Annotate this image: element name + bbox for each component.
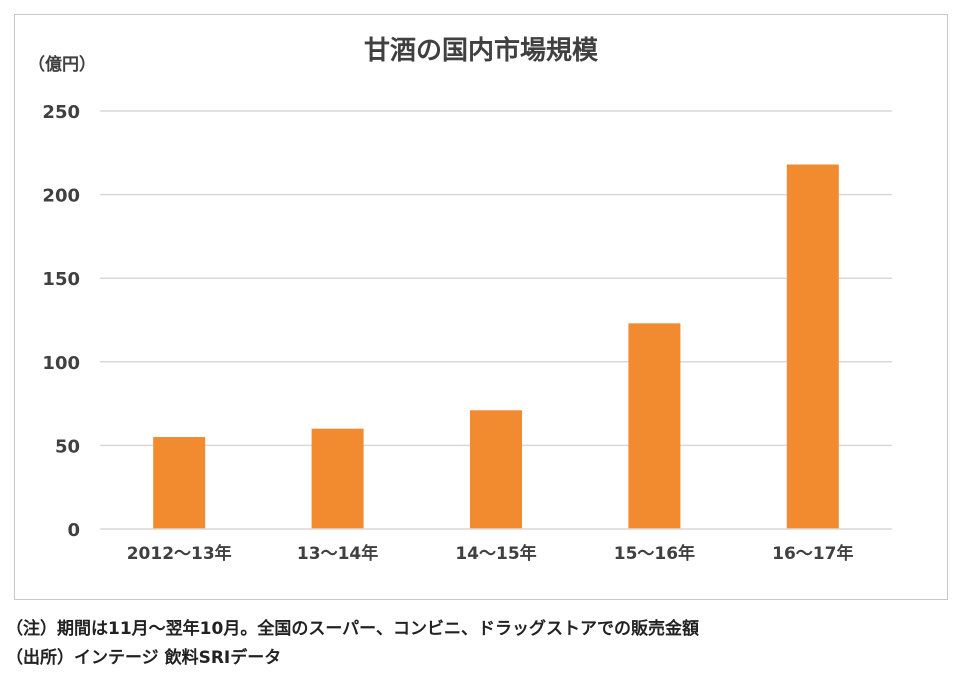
x-tick-label: 13～14年 — [297, 543, 378, 564]
bar — [628, 323, 681, 529]
y-axis-unit-label: （億円） — [28, 55, 96, 75]
bar — [153, 437, 206, 529]
y-tick-label: 150 — [42, 269, 80, 290]
y-tick-label: 100 — [42, 353, 80, 374]
bars — [153, 164, 839, 529]
x-tick-label: 16～17年 — [772, 543, 853, 564]
x-tick-label: 14～15年 — [455, 543, 536, 564]
x-tick-label: 15～16年 — [614, 543, 695, 564]
chart-title: 甘酒の国内市場規模 — [363, 36, 598, 66]
bar — [311, 428, 364, 529]
y-tick-label: 200 — [42, 186, 80, 207]
y-tick-label: 250 — [42, 102, 80, 123]
x-tick-label: 2012～13年 — [127, 543, 232, 564]
y-tick-label: 50 — [55, 436, 80, 457]
x-axis-ticks: 2012～13年 13～14年 14～15年 15～16年 16～17年 — [127, 543, 854, 564]
gridlines — [100, 110, 892, 447]
footnote-source: （出所）インテージ 飲料SRIデータ — [6, 648, 282, 668]
bar — [470, 410, 522, 529]
y-tick-label: 0 — [67, 520, 80, 541]
bar — [786, 164, 839, 529]
y-axis-ticks: 0 50 100 150 200 250 — [42, 102, 80, 541]
footnote-period: （注）期間は11月～翌年10月。全国のスーパー、コンビニ、ドラッグストアでの販売… — [6, 619, 699, 639]
